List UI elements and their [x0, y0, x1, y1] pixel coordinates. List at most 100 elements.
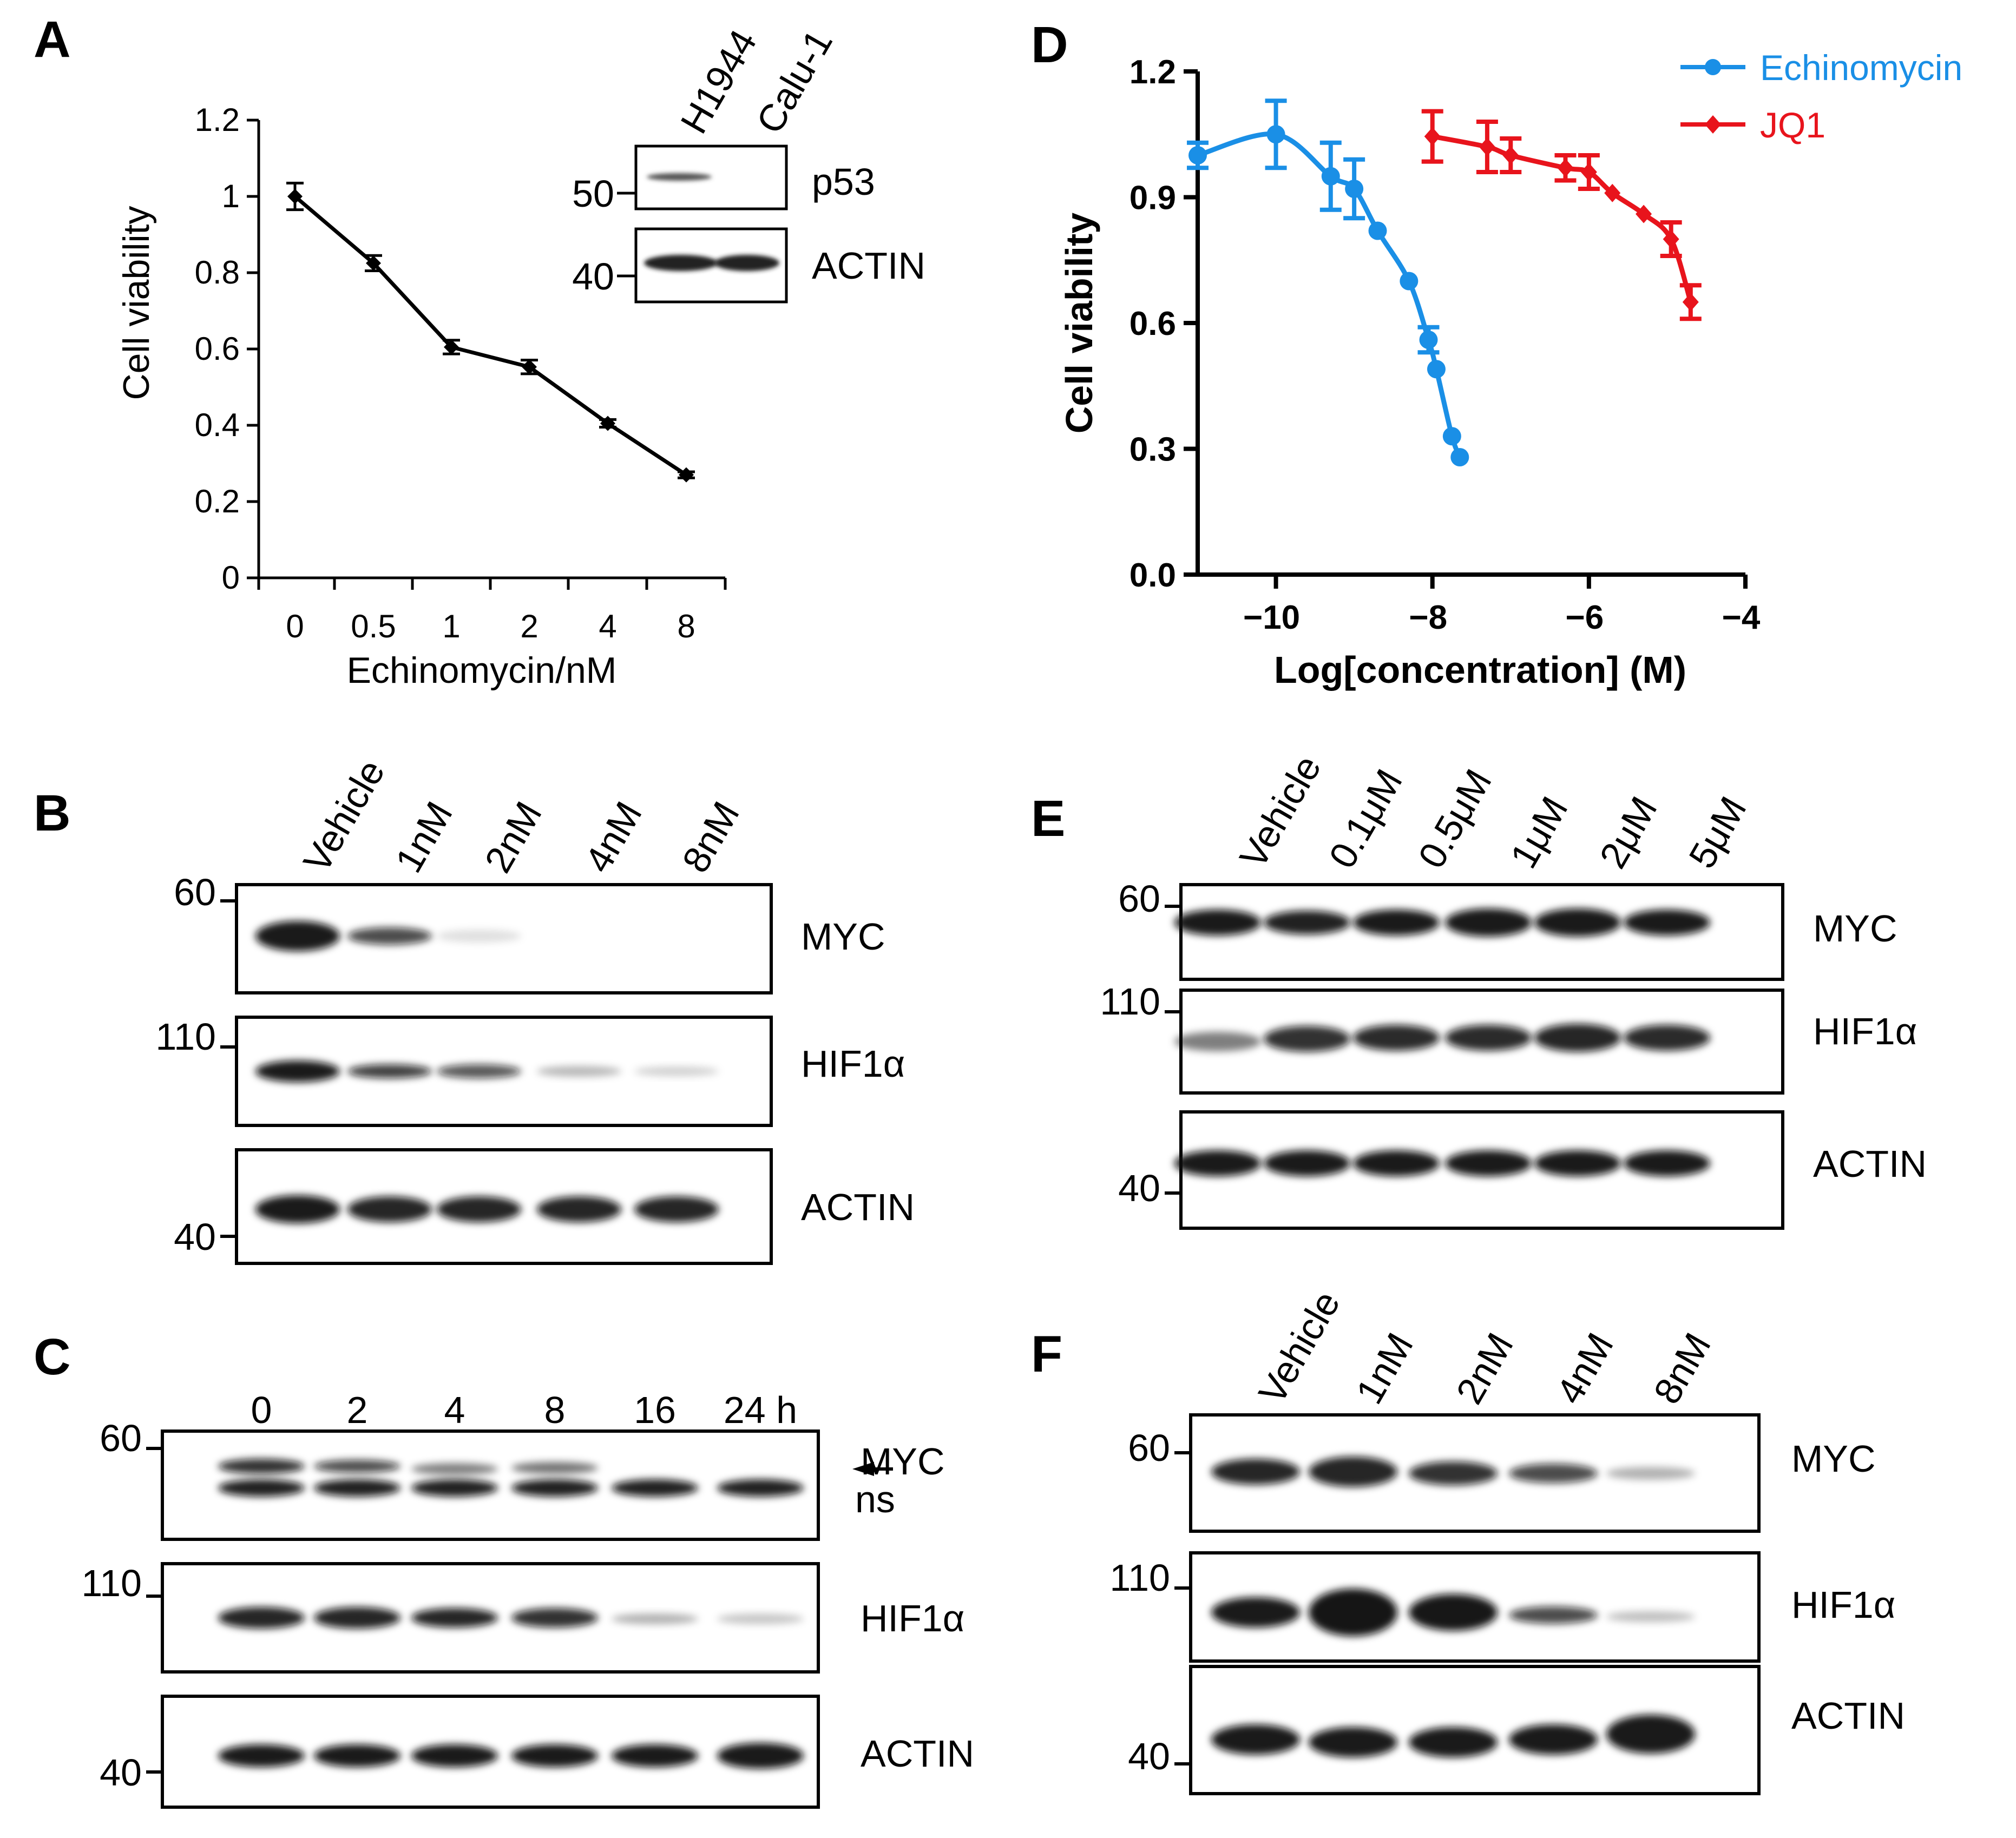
chart-d-y-tick-label: 0.3: [1130, 431, 1176, 469]
chart-a-point: [522, 359, 537, 375]
panel-e-band: [1174, 1032, 1261, 1051]
protein-label: MYC: [1813, 907, 1897, 950]
chart-d-point-jq1: [1604, 183, 1621, 202]
panel-e-lane-label: Vehicle: [1231, 748, 1329, 875]
panel-label-e: E: [1031, 790, 1065, 847]
chart-a-y-tick-label: 1: [222, 178, 240, 214]
panel-f-band: [1606, 1467, 1695, 1480]
panel-c-band: [314, 1607, 400, 1629]
chart-a: 0 0.2 0.4 0.6 0.8 1 1.2 0 0.5 1 2 4 8 Cell viability…: [116, 102, 727, 691]
mw-label: 110: [155, 1016, 216, 1058]
inset-a-lane-h1944: H1944: [672, 23, 765, 141]
chart-d-point-echinomycin: [1419, 331, 1438, 349]
panel-b-lane-label: 1nM: [387, 795, 461, 880]
protein-label: ACTIN: [801, 1186, 915, 1228]
panel-e-band: [1264, 1150, 1350, 1176]
ns-label: ns: [855, 1478, 895, 1520]
mw-label: 60: [1118, 878, 1160, 920]
legend-label-echinomycin: Echinomycin: [1760, 48, 1962, 88]
panel-c-lane-label: 2: [347, 1389, 368, 1431]
panel-c-band: [314, 1744, 400, 1767]
chart-a-point: [444, 339, 459, 355]
mw-label: 60: [100, 1417, 142, 1459]
chart-a-x-tick-label: 2: [520, 608, 538, 644]
panel-f-band: [1309, 1727, 1397, 1757]
panel-f-band: [1606, 1611, 1695, 1622]
panel-b-band: [437, 1196, 521, 1222]
panel-c-band: [612, 1744, 698, 1767]
chart-d-y-tick-label: 0.9: [1130, 180, 1176, 217]
mw-label: 40: [1118, 1167, 1160, 1209]
chart-d-curve-jq1: [1431, 134, 1693, 303]
panel-e-lane-label: 5μM: [1680, 789, 1754, 875]
chart-d-point-jq1: [1479, 137, 1495, 156]
chart-d-point-jq1: [1502, 146, 1519, 164]
panel-e-band: [1353, 910, 1440, 936]
chart-a-y-tick-label: 0.6: [195, 331, 240, 367]
protein-label: HIF1α: [801, 1043, 905, 1085]
chart-a-y-tick-label: 0.4: [195, 407, 240, 443]
panel-c-band: [411, 1608, 498, 1628]
chart-d-point-jq1: [1682, 293, 1699, 312]
chart-a-point: [366, 255, 381, 271]
inset-a-blot: H1944 Calu-1 50 40 p53 ACTIN: [572, 23, 925, 304]
panel-b-band: [347, 927, 432, 945]
panel-e-band: [1445, 1150, 1532, 1176]
panel-b-band: [255, 1060, 340, 1082]
chart-d-point-echinomycin: [1321, 167, 1340, 186]
blot-f: Vehicle 1nM 2nM 4nM 8nM 60 MYC 110 HIF1α 40 ACTIN: [1109, 1284, 1905, 1795]
panel-f-lane-label: 1nM: [1348, 1326, 1421, 1411]
chart-a-x-tick-label: 8: [677, 608, 695, 644]
panel-f-band: [1509, 1606, 1598, 1624]
panel-b-lane-label: Vehicle: [295, 753, 392, 879]
panel-b-band: [255, 921, 340, 951]
panel-f-lane-label: Vehicle: [1250, 1284, 1348, 1411]
panel-e-band: [1445, 1025, 1532, 1051]
panel-b-band: [537, 1196, 621, 1222]
chart-d-legend: Echinomycin JQ1: [1680, 48, 1962, 145]
chart-a-x-tick-label: 1: [442, 608, 460, 644]
chart-a-series-line: [293, 195, 687, 477]
panel-b-band: [347, 1064, 432, 1078]
chart-d-point-jq1: [1663, 230, 1679, 248]
panel-c-lane-label: 16: [634, 1389, 676, 1431]
mw-label: 110: [81, 1562, 142, 1604]
chart-a-point: [600, 416, 615, 431]
chart-a-y-tick-label: 0.2: [195, 483, 240, 519]
chart-d-curve-echinomycin: [1197, 131, 1462, 458]
panel-f-band: [1211, 1724, 1300, 1755]
protein-label: MYC: [801, 915, 885, 958]
chart-d-y-tick-label: 0.0: [1130, 557, 1176, 594]
inset-a-band-p53-h1944: [647, 173, 712, 181]
protein-label: ACTIN: [1791, 1695, 1905, 1737]
panel-f-band: [1211, 1597, 1300, 1628]
panel-c-band: [218, 1459, 305, 1474]
panel-b-band: [537, 1066, 621, 1077]
chart-d-point-echinomycin: [1450, 448, 1469, 466]
panel-b-lane-label: 4nM: [576, 795, 650, 880]
panel-label-d: D: [1031, 16, 1068, 74]
chart-d-point-echinomycin: [1442, 427, 1461, 446]
blot-c-ns-band: [218, 1479, 305, 1497]
chart-d-point-jq1: [1557, 159, 1574, 177]
mw-label: 40: [174, 1216, 216, 1258]
inset-a-mw-40: 40: [572, 255, 614, 298]
panel-e-band: [1174, 1150, 1261, 1176]
panel-e-band: [1264, 1026, 1350, 1052]
panel-b-band: [634, 1066, 719, 1076]
chart-a-y-tick-label: 0.8: [195, 254, 240, 291]
chart-a-y-label: Cell viability: [116, 206, 157, 400]
panel-c-band: [218, 1607, 305, 1629]
blot-c-ns-band: [511, 1479, 598, 1497]
chart-a-x-label: Echinomycin/nM: [347, 650, 617, 691]
panel-b-band: [634, 1196, 719, 1222]
chart-d-point-jq1: [1580, 163, 1597, 181]
protein-label: ACTIN: [861, 1732, 974, 1775]
protein-label: MYC: [1791, 1438, 1876, 1480]
panel-e-band: [1353, 1025, 1440, 1051]
panel-b-band: [437, 930, 521, 943]
chart-d-point-echinomycin: [1188, 146, 1207, 164]
panel-b-band: [437, 1064, 521, 1078]
